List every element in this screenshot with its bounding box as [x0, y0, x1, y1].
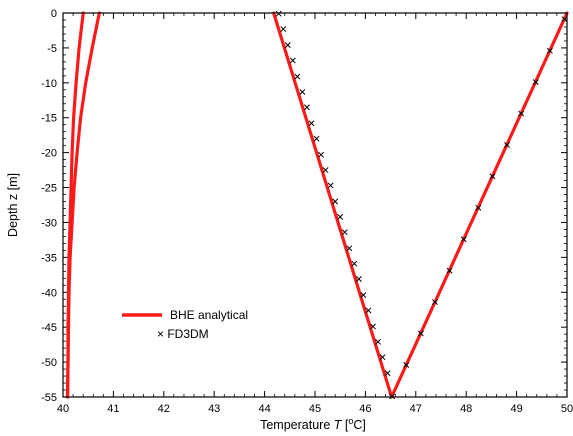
x-tick-label: 48	[460, 403, 472, 415]
x-tick-label: 44	[258, 403, 270, 415]
fd3dm-marker	[332, 198, 339, 205]
fd3dm-marker	[370, 323, 376, 330]
fd3dm-marker	[337, 213, 344, 220]
fd3dm-marker	[460, 236, 467, 243]
fd3dm-marker	[532, 79, 539, 86]
y-tick-label: -25	[41, 183, 57, 195]
x-tick-label: 45	[309, 403, 321, 415]
y-axis-label: Depth z [m]	[6, 173, 20, 237]
fd3dm-marker	[313, 135, 320, 142]
y-tick-label: -15	[41, 113, 57, 125]
legend: BHE analytical × FD3DM	[122, 308, 248, 341]
fd3dm-marker	[360, 292, 367, 299]
y-tick-labels: 0 -5 -10 -15 -20 -25 -30 -35 -40 -45 -50 -55	[41, 8, 57, 404]
fd3dm-marker	[375, 338, 381, 345]
fd3dm-marker	[275, 10, 282, 17]
fd3dm-marker	[322, 167, 329, 174]
fd3dm-marker	[341, 229, 348, 236]
bhe-analytical-curve-3	[272, 11, 569, 399]
y-tick-label: 0	[51, 8, 57, 20]
fd3dm-marker	[403, 361, 410, 368]
x-tick-label: 50	[561, 403, 573, 415]
fd3dm-marker	[299, 88, 306, 95]
x-tick-label: 42	[158, 403, 170, 415]
fd3dm-marker	[384, 370, 391, 377]
legend-label-bhe: BHE analytical	[170, 308, 248, 322]
fd3dm-marker	[327, 182, 334, 189]
x-tick-label: 41	[107, 403, 119, 415]
fd3dm-marker	[284, 42, 291, 49]
legend-label-fd3dm: × FD3DM	[157, 327, 209, 341]
fd3dm-marker	[294, 73, 301, 80]
fd3dm-marker	[379, 354, 386, 361]
fd3dm-marker	[417, 330, 424, 337]
fd3dm-marker	[289, 57, 296, 64]
x-tick-label: 40	[57, 403, 69, 415]
bhe-analytical-curve-2	[65, 11, 101, 399]
x-axis-label: Temperature T [oC]	[260, 416, 366, 432]
fd3dm-marker	[431, 299, 438, 306]
y-tick-label: -45	[41, 322, 57, 334]
fd3dm-marker	[280, 26, 287, 33]
y-tick-label: -50	[41, 357, 57, 369]
fd3dm-marker	[318, 151, 325, 158]
x-tick-label: 49	[510, 403, 522, 415]
fd3dm-markers	[275, 10, 568, 400]
fd3dm-marker	[308, 120, 315, 127]
y-tick-label: -40	[41, 287, 57, 299]
ticks	[62, 12, 568, 398]
x-tick-label: 43	[208, 403, 220, 415]
analytical-curves	[65, 11, 569, 399]
fd3dm-marker	[561, 16, 568, 23]
x-tick-labels: 40 41 42 43 44 45 46 47 48 49 50	[57, 403, 573, 415]
fd3dm-marker	[504, 142, 510, 148]
y-tick-label: -10	[41, 78, 57, 90]
fd3dm-marker	[489, 173, 496, 180]
fd3dm-marker	[303, 104, 310, 111]
plot-frame	[62, 12, 568, 398]
y-tick-label: -20	[41, 148, 57, 160]
y-tick-label: -35	[41, 252, 57, 264]
fd3dm-marker	[475, 204, 482, 211]
fd3dm-marker	[351, 260, 358, 267]
fd3dm-marker	[346, 245, 353, 252]
y-tick-label: -5	[47, 43, 57, 55]
x-tick-label: 47	[410, 403, 422, 415]
fd3dm-marker	[389, 393, 396, 400]
fd3dm-marker	[446, 267, 453, 274]
fd3dm-marker	[518, 110, 525, 117]
fd3dm-marker	[546, 47, 553, 54]
fd3dm-marker	[355, 276, 362, 282]
x-tick-label: 46	[359, 403, 371, 415]
y-tick-label: -55	[41, 392, 57, 404]
fd3dm-marker	[365, 307, 372, 314]
y-tick-label: -30	[41, 217, 57, 229]
